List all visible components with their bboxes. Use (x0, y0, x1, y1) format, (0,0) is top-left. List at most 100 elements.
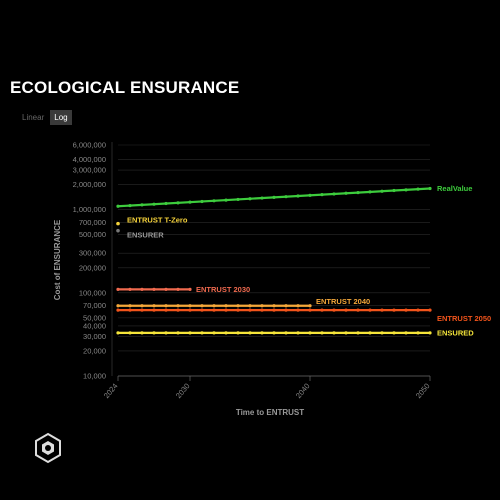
series-point (344, 331, 348, 335)
series-point (176, 308, 180, 312)
series-point (116, 287, 120, 292)
series-point (188, 200, 192, 204)
series-point (212, 308, 216, 312)
series-point (236, 304, 240, 308)
y-tick-label: 40,000 (83, 321, 106, 330)
series-point (176, 331, 180, 335)
series-point (236, 308, 240, 312)
series-ensured (116, 331, 432, 335)
series-point (284, 195, 288, 199)
series-label: ENSURED (437, 328, 474, 337)
log-scale-button[interactable]: Log (50, 110, 72, 125)
series-point (416, 308, 420, 312)
series-point (272, 304, 276, 308)
y-tick-label: 70,000 (83, 301, 106, 310)
series-point (356, 190, 360, 195)
series-point (224, 308, 228, 312)
series-point (152, 308, 156, 312)
series-point (212, 331, 216, 335)
series-point (176, 287, 180, 292)
point-label: ENTRUST T-Zero (127, 216, 188, 225)
point-label: ENSURER (127, 231, 164, 240)
series-label: ENTRUST 2030 (196, 285, 250, 294)
series-entrust-2030 (116, 287, 192, 292)
page-title: ECOLOGICAL ENSURANCE (10, 78, 240, 97)
series-point (152, 304, 156, 308)
series-point (272, 308, 276, 312)
y-tick-label: 100,000 (79, 288, 106, 297)
hexagon-logo-icon (35, 432, 61, 464)
series-point (200, 199, 204, 204)
series-point (308, 304, 312, 308)
series-point (128, 331, 132, 335)
series-point (380, 331, 384, 335)
series-point (284, 331, 288, 335)
series-entrust-2040 (116, 304, 312, 308)
series-point (248, 331, 252, 335)
series-point (296, 304, 300, 308)
series-point (284, 304, 288, 308)
y-tick-label: 1,000,000 (73, 205, 106, 214)
series-point (140, 331, 144, 335)
series-point (140, 203, 144, 207)
series-point (272, 331, 276, 335)
point-marker (116, 221, 120, 226)
series-point (116, 308, 120, 312)
series-point (344, 191, 348, 195)
x-tick-label: 2050 (414, 382, 432, 401)
scale-toggle: Linear Log (18, 110, 72, 125)
series-point (428, 186, 432, 191)
series-point (248, 304, 252, 308)
series-point (368, 331, 372, 335)
y-tick-label: 50,000 (83, 313, 106, 322)
series-point (392, 331, 396, 335)
series-point (236, 197, 240, 202)
series-point (308, 331, 312, 335)
series-point (404, 308, 408, 312)
series-point (140, 308, 144, 312)
y-tick-label: 3,000,000 (73, 166, 106, 175)
series-point (260, 304, 264, 308)
series-point (164, 308, 168, 312)
series-point (272, 195, 276, 199)
series-point (320, 308, 324, 312)
series-realvalue (116, 186, 432, 208)
series-point (380, 189, 384, 193)
series-point (140, 304, 144, 308)
series-point (368, 308, 372, 312)
series-point (152, 202, 156, 206)
series-point (128, 308, 132, 312)
x-axis-title: Time to ENTRUST (236, 408, 304, 417)
series-point (308, 193, 312, 197)
series-point (260, 331, 264, 335)
series-point (332, 192, 336, 196)
point-marker (116, 228, 120, 233)
series-lines (116, 186, 432, 335)
series-point (380, 308, 384, 312)
series-point (416, 331, 420, 335)
x-tick-label: 2024 (102, 382, 120, 401)
series-point (128, 304, 132, 308)
y-tick-label: 200,000 (79, 263, 106, 272)
series-point (248, 308, 252, 312)
series-point (428, 331, 432, 335)
series-point (188, 287, 192, 292)
series-point (392, 188, 396, 193)
linear-scale-button[interactable]: Linear (18, 110, 49, 125)
series-point (284, 308, 288, 312)
y-tick-label: 4,000,000 (73, 155, 106, 164)
y-tick-label: 500,000 (79, 230, 106, 239)
series-point (188, 331, 192, 335)
x-tick-label: 2030 (174, 382, 192, 401)
y-tick-label: 20,000 (83, 346, 106, 355)
series-label: RealValue (437, 184, 472, 193)
y-tick-label: 300,000 (79, 249, 106, 258)
y-tick-label: 6,000,000 (73, 141, 106, 150)
y-tick-label: 10,000 (83, 372, 106, 381)
series-point (308, 308, 312, 312)
series-point (176, 201, 180, 205)
series-point (128, 203, 132, 208)
series-point (116, 204, 120, 208)
series-point (260, 308, 264, 312)
